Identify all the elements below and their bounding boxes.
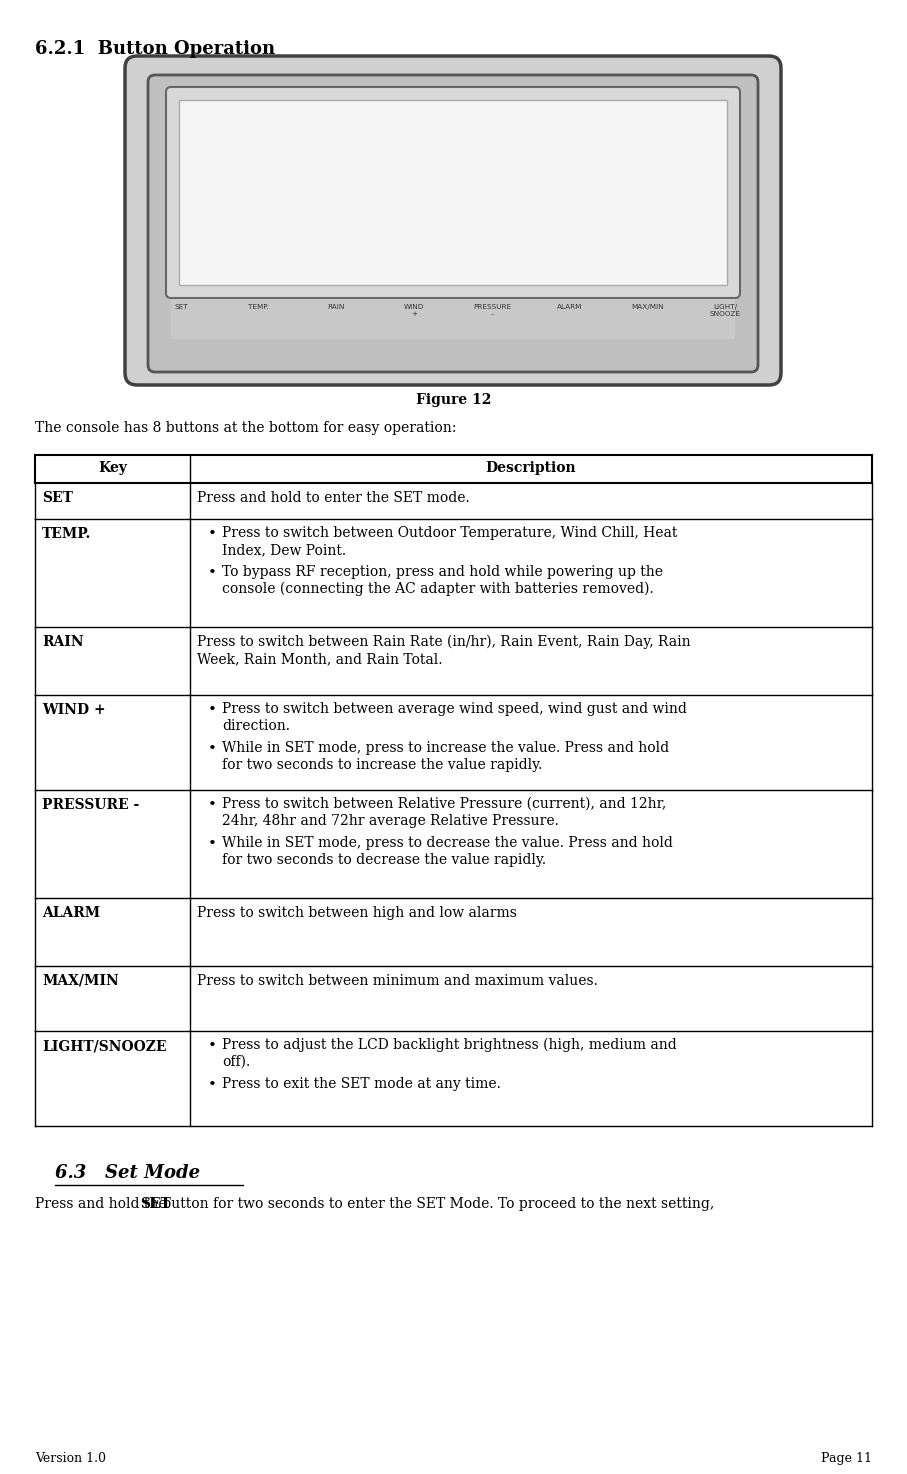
Text: Press and hold to enter the SET mode.: Press and hold to enter the SET mode. [197,491,470,506]
Text: 24hr, 48hr and 72hr average Relative Pressure.: 24hr, 48hr and 72hr average Relative Pre… [222,814,559,828]
Text: 6.3   Set Mode: 6.3 Set Mode [55,1164,200,1182]
Text: direction.: direction. [222,719,290,733]
Bar [171,299,735,339]
Text: TEMP.: TEMP. [249,304,269,310]
Text: SET: SET [42,491,73,506]
Text: •: • [208,797,217,812]
Text: Key: Key [98,461,127,475]
Text: Press to switch between Relative Pressure (current), and 12hr,: Press to switch between Relative Pressur… [222,797,667,811]
Text: •: • [208,566,217,579]
FancyBboxPatch shape [166,87,740,298]
Text: PRESSURE
-: PRESSURE - [473,304,511,317]
Text: 6.2.1  Button Operation: 6.2.1 Button Operation [35,40,275,57]
FancyBboxPatch shape [148,75,758,371]
Bar [179,100,727,284]
Text: ALARM: ALARM [42,907,100,920]
Text: SET: SET [140,1197,171,1212]
Text: •: • [208,703,217,716]
Text: •: • [208,1039,217,1052]
Text: Press to switch between Outdoor Temperature, Wind Chill, Heat: Press to switch between Outdoor Temperat… [222,526,678,539]
Text: Page 11: Page 11 [821,1452,872,1465]
Text: Press to switch between minimum and maximum values.: Press to switch between minimum and maxi… [197,974,598,988]
Text: MAX/MIN: MAX/MIN [631,304,664,310]
Text: Press to exit the SET mode at any time.: Press to exit the SET mode at any time. [222,1077,501,1091]
Text: button for two seconds to enter the SET Mode. To proceed to the next setting,: button for two seconds to enter the SET … [158,1197,715,1212]
Text: Week, Rain Month, and Rain Total.: Week, Rain Month, and Rain Total. [197,652,443,666]
Text: •: • [208,528,217,541]
Text: for two seconds to increase the value rapidly.: for two seconds to increase the value ra… [222,758,542,772]
Text: MAX/MIN: MAX/MIN [42,974,119,988]
Text: Figure 12: Figure 12 [415,394,492,407]
Text: for two seconds to decrease the value rapidly.: for two seconds to decrease the value ra… [222,853,546,867]
Text: PRESSURE -: PRESSURE - [42,797,140,812]
Text: LIGHT/SNOOZE: LIGHT/SNOOZE [42,1039,167,1052]
Text: Press to switch between high and low alarms: Press to switch between high and low ala… [197,907,517,920]
Text: RAIN: RAIN [42,635,83,649]
Text: •: • [208,741,217,756]
Text: The console has 8 buttons at the bottom for easy operation:: The console has 8 buttons at the bottom … [35,422,456,435]
Text: Index, Dew Point.: Index, Dew Point. [222,542,346,557]
Text: ALARM: ALARM [557,304,582,310]
Text: off).: off). [222,1055,250,1069]
FancyBboxPatch shape [125,56,781,385]
Text: Press and hold the: Press and hold the [35,1197,171,1212]
Text: WIND
+: WIND + [404,304,424,317]
Text: Description: Description [485,461,576,475]
Text: While in SET mode, press to increase the value. Press and hold: While in SET mode, press to increase the… [222,741,669,755]
Text: •: • [208,837,217,850]
Text: Press to adjust the LCD backlight brightness (high, medium and: Press to adjust the LCD backlight bright… [222,1038,677,1052]
Text: Version 1.0: Version 1.0 [35,1452,106,1465]
Text: RAIN: RAIN [327,304,346,310]
Text: While in SET mode, press to decrease the value. Press and hold: While in SET mode, press to decrease the… [222,836,673,850]
Text: Press to switch between Rain Rate (in/hr), Rain Event, Rain Day, Rain: Press to switch between Rain Rate (in/hr… [197,635,690,650]
Text: LIGHT/
SNOOZE: LIGHT/ SNOOZE [709,304,740,317]
Text: TEMP.: TEMP. [42,528,92,541]
Text: Press to switch between average wind speed, wind gust and wind: Press to switch between average wind spe… [222,702,687,716]
Text: console (connecting the AC adapter with batteries removed).: console (connecting the AC adapter with … [222,582,654,597]
Text: WIND +: WIND + [42,703,105,716]
Text: SET: SET [174,304,188,310]
Text: To bypass RF reception, press and hold while powering up the: To bypass RF reception, press and hold w… [222,565,663,579]
Text: •: • [208,1077,217,1092]
